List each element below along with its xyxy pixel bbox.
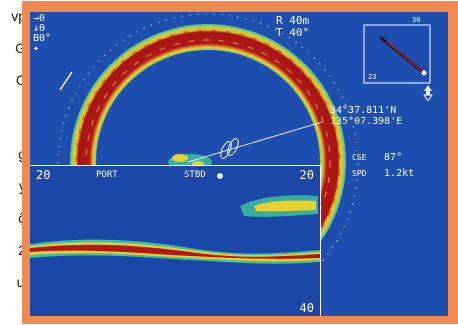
tilt-value: T 40° xyxy=(276,26,310,39)
speed-value: 1.2kt xyxy=(384,168,415,179)
range-value: R 40m xyxy=(276,14,310,27)
course-label: CSE xyxy=(352,153,367,162)
side-text-fragment: G xyxy=(15,40,26,56)
latitude: 34°37.811'N xyxy=(330,105,397,116)
side-text-fragment: C xyxy=(15,72,26,88)
starboard-label: STBD xyxy=(184,170,206,180)
range-ring-outer xyxy=(57,13,359,315)
up-arrow-icon xyxy=(424,85,432,91)
echo-sounder-panel: 20 PORT STBD 20 40 xyxy=(30,165,321,316)
status-line: B0° xyxy=(33,33,52,44)
heading-indicator: 30 23 xyxy=(342,15,442,105)
sounder-echo-trace xyxy=(30,173,320,264)
position-readout: 34°37.811'N 135°07.398'E xyxy=(330,105,402,127)
compass-left-label: 23 xyxy=(368,73,377,81)
depth-scale-bottom-right: 40 xyxy=(299,301,314,315)
compass-top-label: 30 xyxy=(412,16,421,24)
sonar-status-block: →0 ↓0 B0° ✦ xyxy=(33,14,51,54)
port-label: PORT xyxy=(96,170,118,180)
range-tilt-readout: R 40m T 40° xyxy=(276,15,309,39)
speed-label: SPD xyxy=(352,169,367,178)
target-marker xyxy=(220,141,232,159)
status-line: ↓0 xyxy=(33,23,46,34)
side-text-fragment: ư xyxy=(17,274,26,290)
depth-scale-top-right: 20 xyxy=(299,168,314,182)
longitude: 135°07.398'E xyxy=(330,116,403,127)
bearing-line xyxy=(187,121,323,163)
status-line: →0 xyxy=(33,13,46,24)
course-value: 87° xyxy=(384,152,403,163)
depth-scale-top-left: 20 xyxy=(36,168,51,182)
range-marker xyxy=(59,71,73,91)
sonar-screen: →0 ↓0 B0° ✦ R 40m T 40° 30 23 34°37.811'… xyxy=(30,12,448,316)
down-arrow-icon xyxy=(423,94,433,102)
status-line: ✦ xyxy=(33,43,40,54)
course-speed-readout: CSE 87° SPD 1.2kt xyxy=(352,150,414,182)
